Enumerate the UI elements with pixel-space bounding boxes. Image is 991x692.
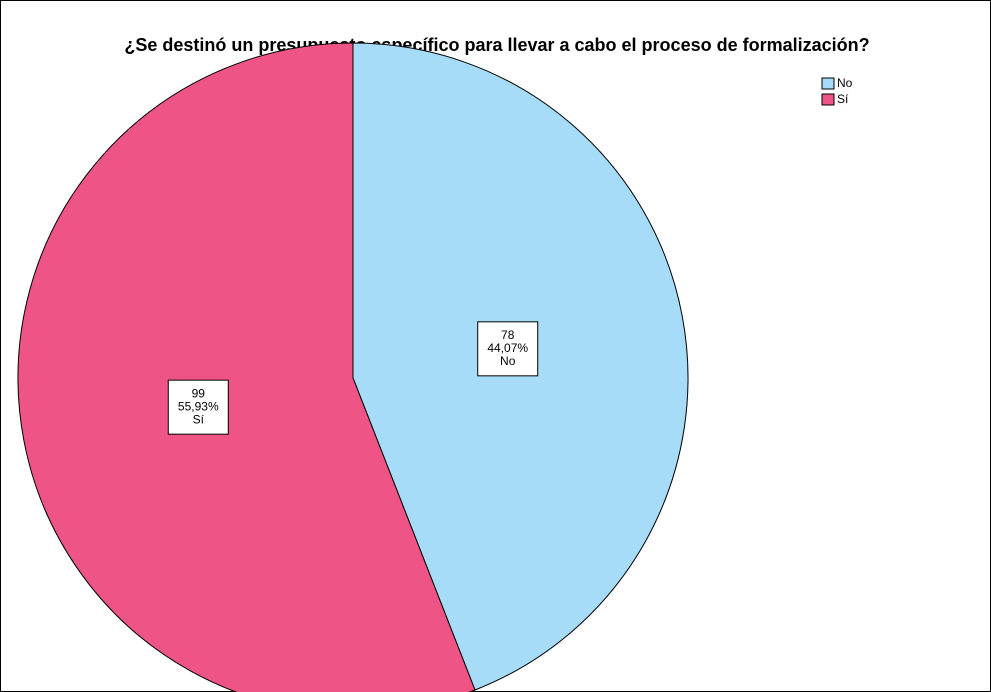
chart-title: ¿Se destinó un presupuesto específico pa… — [124, 35, 869, 55]
data-label-box — [167, 379, 229, 435]
data-label-percent: 55,93% — [178, 399, 219, 413]
data-label-count: 78 — [501, 328, 515, 342]
data-label-category: No — [500, 354, 516, 368]
pie-slice — [17, 42, 476, 692]
data-label-category: Sí — [193, 412, 205, 426]
data-label-box — [477, 321, 539, 377]
legend-swatch — [821, 77, 835, 90]
legend-label: Sí — [837, 92, 849, 106]
data-label-count: 99 — [192, 386, 206, 400]
legend-label: No — [837, 76, 853, 90]
data-label-percent: 44,07% — [487, 341, 528, 355]
legend-swatch — [821, 93, 835, 106]
